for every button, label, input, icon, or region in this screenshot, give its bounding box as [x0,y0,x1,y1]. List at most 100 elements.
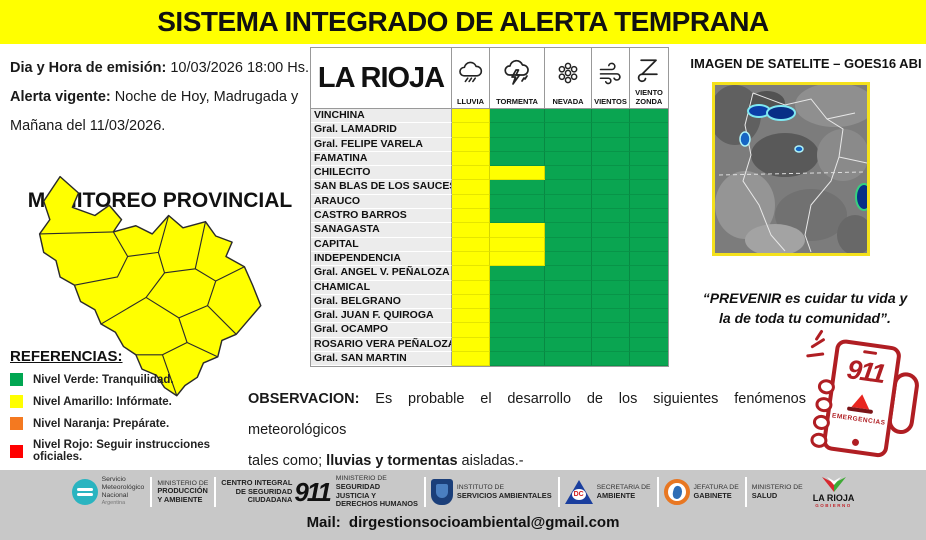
table-row: VINCHINA [311,109,668,124]
phone-icon: 911 EMERGENCIAS [821,338,903,459]
la-rioja-gobierno-icon: LA RIOJA GOBIERNO [813,476,854,509]
institution-logo-group: CENTRO INTEGRAL DE SEGURIDAD CIUDADANA 911 [214,477,332,508]
alert-level-cell [490,323,545,338]
department-name: SAN BLAS DE LOS SAUCES [311,180,452,195]
alert-level-cell [490,137,545,152]
alert-level-cell [545,309,592,324]
alert-level-cell [545,266,592,281]
footer-bar: Servicio Meteorológico Nacional Argentina MI… [0,470,926,540]
alert-level-cell [630,166,668,181]
table-row: CASTRO BARROS [311,209,668,224]
table-row: Gral. OCAMPO [311,323,668,338]
table-title: LA RIOJA [311,48,452,108]
column-label: VIENTOS [594,96,627,106]
column-header-tormenta: TORMENTA [490,48,545,108]
table-row: ROSARIO VERA PEÑALOZA [311,337,668,353]
table-row: SAN BLAS DE LOS SAUCES [311,180,668,195]
column-label: NEVADA [552,96,584,106]
column-label: TORMENTA [496,96,538,106]
logo-separator [150,477,153,507]
alert-level-cell [452,280,490,295]
alert-level-cell [630,294,668,310]
alert-level-cell [545,280,592,295]
alert-level-cell [452,123,490,138]
logo-text: SECRETARIA DE AMBIENTE [596,483,651,500]
alert-level-cell [545,166,592,181]
alert-level-cell [490,223,545,238]
smn-logo-icon [71,479,98,505]
department-name: ARAUCO [311,194,452,210]
alert-level-cell [490,266,545,281]
table-row: ARAUCO [311,194,668,210]
alert-level-cell [592,180,630,195]
table-row: CHILECITO [311,166,668,181]
alert-level-cell [452,323,490,338]
alert-level-cell [630,337,668,353]
alert-level-cell [545,352,592,367]
alert-table: LA RIOJA LLUVIA TORMENTA NEVADA VIENTOS VIEN… [310,47,669,368]
alert-level-cell [490,109,545,124]
alert-level-cell [545,180,592,195]
alert-level-cell [452,251,490,267]
alert-level-cell [452,180,490,195]
department-name: ROSARIO VERA PEÑALOZA [311,337,452,353]
institution-logos: Servicio Meteorológico Nacional Argentina MI… [0,474,926,510]
legend-item: Nivel Rojo: Seguir instrucciones oficial… [10,439,260,463]
alert-level-cell [592,309,630,324]
table-row: Gral. JUAN F. QUIROGA [311,309,668,324]
alert-level-cell [490,280,545,295]
observation-line-2: tales como; lluvias y tormentas aisladas… [248,453,524,469]
alert-level-cell [592,109,630,124]
level-color-swatch [10,373,23,386]
home-button-icon [851,438,860,447]
column-label: LLUVIA [456,96,485,106]
alert-level-cell [490,237,545,252]
alert-level-cell [545,209,592,224]
alert-level-cell [490,352,545,367]
alert-level-cell [630,123,668,138]
alert-level-cell [452,337,490,353]
rain-cloud-icon [452,48,489,98]
alert-level-cell [545,251,592,267]
emission-info: Dia y Hora de emisión: 10/03/2026 18:00 … [10,54,310,212]
table-row: CAPITAL [311,237,668,252]
alert-level-cell [545,237,592,252]
level-label: Nivel Rojo: Seguir instrucciones oficial… [33,439,211,463]
alert-level-cell [545,294,592,310]
alert-level-cell [545,323,592,338]
references-title: REFERENCIAS: [10,348,123,365]
column-header-vientos: VIENTOS [592,48,630,108]
alert-level-cell [630,109,668,124]
department-name: Gral. ANGEL V. PEÑALOZA [311,266,452,281]
logo-separator [423,477,426,507]
alert-line: Alerta vigente: Noche de Hoy, Madrugada … [10,89,299,105]
alert-level-cell [592,266,630,281]
alert-level-cell [545,223,592,238]
snowfall-icon [545,48,591,98]
emergency-911-icon: 911 EMERGENCIAS [792,329,926,475]
column-header-zonda: VIENTO ZONDA [630,48,668,108]
legend-item: Nivel Naranja: Prepárate. [10,417,260,430]
alert-level-cell [630,180,668,195]
table-row: INDEPENDENCIA [311,251,668,267]
emergency-label: EMERGENCIAS [831,412,886,427]
alert-level-cell [630,223,668,238]
department-name: FAMATINA [311,151,452,167]
alert-level-cell [490,209,545,224]
alert-level-cell [630,237,668,252]
legend-item: Nivel Verde: Tranquilidad. [10,373,260,386]
email-address[interactable]: dirgestionsocioambiental@gmail.com [348,514,620,531]
ambient-shield-icon [430,479,453,505]
page-title: SISTEMA INTEGRADO DE ALERTA TEMPRANA [157,6,769,37]
alert-level-cell [630,151,668,167]
table-row: CHAMICAL [311,280,668,295]
alert-level-cell [545,109,592,124]
alert-level-cell [630,137,668,152]
department-name: CASTRO BARROS [311,209,452,224]
satellite-clouds-icon [709,83,875,256]
department-name: Gral. FELIPE VARELA [311,137,452,152]
alert-level-cell [452,109,490,124]
contact-email: Mail: dirgestionsocioambiental@gmail.com [306,514,620,531]
emission-line: Dia y Hora de emisión: 10/03/2026 18:00 … [10,60,310,76]
legend-item: Nivel Amarillo: Infórmate. [10,395,260,408]
